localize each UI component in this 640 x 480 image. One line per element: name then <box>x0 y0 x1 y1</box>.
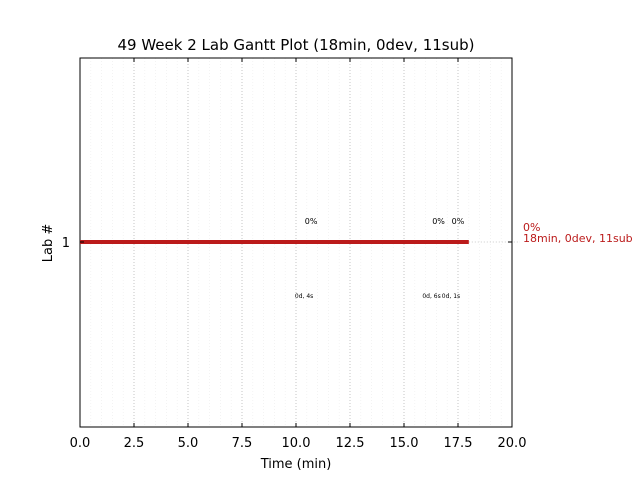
annotation-percent: 0% <box>452 217 465 226</box>
y-tick-label: 1 <box>62 236 70 251</box>
bar-side-percent: 0% <box>523 221 540 234</box>
gantt-bar <box>80 240 469 244</box>
annotation-detail: 0d, 6s <box>422 293 440 300</box>
y-axis-ticks: 1 <box>62 236 512 251</box>
annotation-percent: 0% <box>432 217 445 226</box>
bar-side-summary: 18min, 0dev, 11sub <box>523 232 633 245</box>
chart-title: 49 Week 2 Lab Gantt Plot (18min, 0dev, 1… <box>117 36 474 54</box>
x-tick-label: 7.5 <box>232 436 253 451</box>
x-tick-label: 10.0 <box>282 436 311 451</box>
bars-group <box>80 240 469 244</box>
annotation-detail: 0d, 1s <box>442 293 460 300</box>
x-tick-label: 2.5 <box>124 436 145 451</box>
x-tick-label: 0.0 <box>70 436 91 451</box>
x-tick-label: 20.0 <box>498 436 527 451</box>
x-axis-label: Time (min) <box>260 457 332 472</box>
x-tick-label: 5.0 <box>178 436 199 451</box>
annotation-percent: 0% <box>305 217 318 226</box>
annotation-detail: 0d, 4s <box>295 293 313 300</box>
annotations-group: 0% 0d, 4s 0% 0d, 6s 0% 0d, 1s <box>295 217 465 300</box>
x-tick-label: 12.5 <box>336 436 365 451</box>
y-axis-label: Lab # <box>41 224 56 263</box>
x-tick-label: 15.0 <box>390 436 419 451</box>
x-axis-ticks: 0.0 2.5 5.0 7.5 10.0 12.5 15.0 17.5 20.0 <box>70 58 527 451</box>
x-tick-label: 17.5 <box>444 436 473 451</box>
